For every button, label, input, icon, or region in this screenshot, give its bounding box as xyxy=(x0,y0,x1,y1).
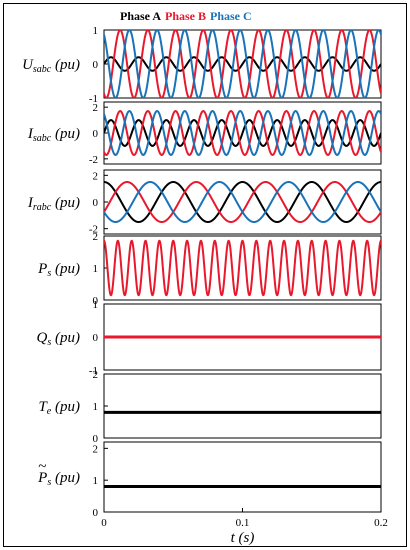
x-tick-label: 0.1 xyxy=(236,517,250,529)
series-phase-c xyxy=(104,30,381,98)
plot-area xyxy=(103,169,382,235)
traces xyxy=(104,239,381,297)
traces xyxy=(104,30,381,98)
y-tick-label: 2 xyxy=(93,102,99,114)
series-phase-a xyxy=(104,119,381,147)
traces xyxy=(104,181,381,223)
traces xyxy=(104,110,381,156)
y-tick-label: 2 xyxy=(93,231,99,243)
plot-area xyxy=(103,441,382,513)
legend-entry-2: Phase B xyxy=(165,9,206,23)
series-phase-b xyxy=(104,110,381,156)
legend-entry-1: Phase A xyxy=(120,9,161,23)
x-tick-label: 0.2 xyxy=(374,517,388,529)
y-tick-label: 1 xyxy=(93,299,99,311)
y-axis-label: Ps (pu) xyxy=(37,261,80,279)
y-tick-label: 2 xyxy=(93,170,99,182)
y-tick-label: 0 xyxy=(93,128,99,140)
x-axis: 0 0.1 0.2 t (s) xyxy=(101,508,388,546)
y-tick-label: -1 xyxy=(89,365,98,377)
y-axis-label: Usabc (pu) xyxy=(22,57,80,75)
y-axis-label: Te (pu) xyxy=(38,399,80,417)
legend-entry-3: Phase C xyxy=(210,9,252,23)
y-axis-label: Isabc (pu) xyxy=(27,126,80,144)
y-tick-label: 0 xyxy=(93,295,99,307)
y-tick-label: 1 xyxy=(93,475,99,487)
y-axis-label: Irabc (pu) xyxy=(27,195,80,213)
figure-frame xyxy=(3,3,407,547)
series-ps xyxy=(104,239,381,297)
panel-2: 2 0 -2 Isabc (pu) xyxy=(27,101,382,166)
series-phase-c xyxy=(104,181,381,223)
y-axis-label: Qs (pu) xyxy=(37,330,81,348)
y-tick-label: 0 xyxy=(93,332,99,344)
series-phase-c xyxy=(104,110,381,156)
y-tick-label: 0 xyxy=(93,433,99,445)
y-tick-label: -2 xyxy=(89,224,98,236)
panel-3: 2 0 -2 Irabc (pu) xyxy=(27,169,382,236)
tilde-mark: ~ xyxy=(38,459,46,475)
y-tick-label: 2 xyxy=(93,443,99,455)
y-tick-label: -2 xyxy=(89,154,98,166)
x-axis-label: t (s) xyxy=(231,530,255,546)
y-tick-label: 1 xyxy=(93,401,99,413)
y-tick-label: 2 xyxy=(93,369,99,381)
y-tick-label: 0 xyxy=(93,197,99,209)
y-axis-label: Ps (pu) xyxy=(37,470,80,488)
series-phase-b xyxy=(104,30,381,98)
y-tick-label: 0 xyxy=(93,59,99,71)
panel-7: 2 1 0 Ps (pu)~ xyxy=(37,441,382,519)
x-tick-label: 0 xyxy=(101,517,107,529)
panel-5: 1 0 -1 Qs (pu) xyxy=(37,299,382,377)
y-tick-label: -1 xyxy=(89,93,98,105)
panel-4: 2 1 0 Ps (pu) xyxy=(37,231,382,307)
y-tick-label: 1 xyxy=(93,25,99,37)
y-tick-label: 1 xyxy=(93,263,99,275)
legend: Phase A Phase B Phase C xyxy=(120,9,252,23)
panel-6: 2 1 0 Te (pu) xyxy=(38,369,382,445)
panel-1: 1 0 -1 Usabc (pu) xyxy=(22,25,382,105)
y-tick-label: 0 xyxy=(93,507,99,519)
plot-area xyxy=(103,235,382,301)
plot-area xyxy=(103,373,382,439)
